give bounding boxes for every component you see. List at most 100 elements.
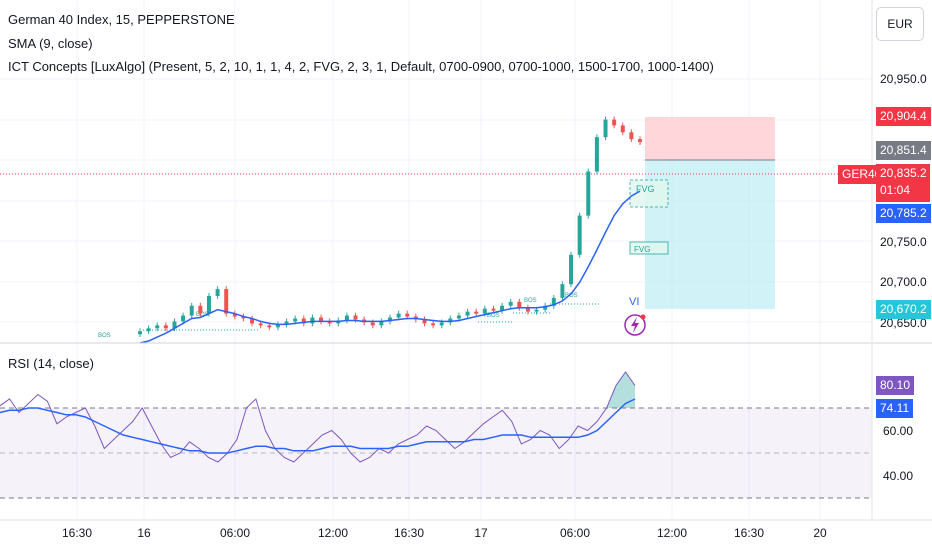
rsi-ma-value-tag: 74.11 bbox=[876, 399, 914, 418]
time-tick: 12:00 bbox=[657, 526, 687, 540]
main-grid bbox=[0, 0, 872, 520]
candle bbox=[594, 137, 599, 172]
candle bbox=[569, 254, 574, 285]
time-tick: 12:00 bbox=[318, 526, 348, 540]
rsi-overbought-fill bbox=[597, 372, 635, 408]
candle bbox=[198, 305, 203, 314]
candle bbox=[448, 318, 453, 323]
candle bbox=[250, 318, 255, 324]
candle bbox=[155, 325, 160, 329]
candle bbox=[612, 119, 617, 126]
bos-lines bbox=[143, 303, 600, 331]
candle bbox=[189, 305, 194, 316]
rsi-value-tag: 80.10 bbox=[876, 376, 915, 395]
candle bbox=[560, 284, 565, 298]
time-tick: 06:00 bbox=[220, 526, 250, 540]
candle bbox=[267, 325, 272, 328]
fvg-label: FVG bbox=[636, 184, 655, 194]
candle bbox=[543, 305, 548, 310]
symbol-tag: GER40 bbox=[838, 165, 886, 184]
time-tick: 16 bbox=[137, 526, 151, 540]
bos-label: BOS bbox=[524, 298, 537, 304]
time-tick: 17 bbox=[474, 526, 488, 540]
candle bbox=[319, 317, 324, 322]
price-tick: 20,750.0 bbox=[880, 235, 927, 249]
candle bbox=[379, 321, 384, 326]
candle bbox=[534, 309, 539, 312]
candle bbox=[232, 313, 237, 317]
candle bbox=[439, 322, 444, 326]
candles bbox=[138, 116, 642, 338]
candle bbox=[474, 311, 479, 314]
time-tick: 06:00 bbox=[560, 526, 590, 540]
candle bbox=[491, 308, 496, 311]
candle bbox=[370, 322, 375, 326]
candle bbox=[422, 319, 427, 324]
candle bbox=[206, 295, 211, 314]
time-tick: 16:30 bbox=[62, 526, 92, 540]
rsi-legend[interactable]: RSI (14, close) bbox=[8, 356, 94, 371]
symbol-title[interactable]: German 40 Index, 15, PEPPERSTONE bbox=[8, 12, 235, 27]
candle bbox=[603, 119, 608, 138]
candle bbox=[344, 315, 349, 321]
candle bbox=[388, 317, 392, 322]
rsi-ma-line bbox=[0, 398, 636, 454]
price-tick: 20,700.0 bbox=[880, 275, 927, 289]
candle bbox=[301, 318, 306, 324]
candle bbox=[551, 297, 556, 306]
candle bbox=[629, 132, 634, 140]
fvg-box-lower[interactable] bbox=[629, 241, 669, 255]
last-price-tag: 20,835.2 01:04 bbox=[876, 164, 930, 202]
candle bbox=[517, 301, 522, 308]
rsi-line bbox=[0, 371, 636, 463]
candle bbox=[508, 301, 513, 306]
price-tick: 20,650.0 bbox=[880, 316, 927, 330]
time-tick: 16:30 bbox=[734, 526, 764, 540]
candle bbox=[275, 324, 280, 328]
sma-line bbox=[139, 190, 641, 344]
last-price-value: 20,835.2 bbox=[880, 166, 927, 180]
candle bbox=[586, 171, 591, 216]
upper-zone-tag: 20,904.4 bbox=[876, 107, 931, 126]
entry-price-tag: 20,851.4 bbox=[876, 141, 931, 160]
candle bbox=[241, 316, 246, 319]
currency-selector[interactable]: EUR bbox=[876, 7, 924, 41]
time-axis[interactable]: 16:30 16 06:00 12:00 16:30 17 06:00 12:0… bbox=[62, 526, 827, 540]
bos-label: BOS bbox=[487, 313, 500, 319]
candle bbox=[620, 125, 625, 133]
candle bbox=[456, 315, 461, 319]
candle bbox=[638, 139, 642, 143]
candle bbox=[405, 313, 410, 317]
ict-legend[interactable]: ICT Concepts [LuxAlgo] (Present, 5, 2, 1… bbox=[8, 59, 714, 74]
bos-label: BOS bbox=[565, 293, 578, 299]
candle bbox=[431, 323, 436, 326]
bos-label: BOS bbox=[196, 312, 209, 318]
candle bbox=[146, 328, 151, 332]
candle bbox=[163, 325, 168, 329]
sma-value-tag: 20,785.2 bbox=[876, 204, 931, 223]
bar-countdown: 01:04 bbox=[880, 183, 911, 197]
candle bbox=[327, 321, 332, 324]
time-tick: 20 bbox=[813, 526, 827, 540]
lower-zone-tag: 20,670.2 bbox=[876, 300, 931, 319]
candle bbox=[172, 321, 177, 329]
bos-label: BOS bbox=[98, 333, 111, 339]
candle bbox=[577, 215, 582, 255]
candle bbox=[258, 323, 263, 326]
candle bbox=[224, 289, 229, 314]
candle bbox=[396, 313, 401, 318]
lightning-event-icon[interactable] bbox=[624, 314, 646, 336]
candle bbox=[284, 321, 289, 325]
candle bbox=[181, 315, 186, 322]
price-axis[interactable]: 20,950.0 20,750.0 20,700.0 20,650.0 60.0… bbox=[880, 72, 927, 483]
rsi-tick: 60.00 bbox=[883, 424, 913, 438]
fvg-label: FVG bbox=[634, 245, 650, 254]
candle bbox=[310, 317, 315, 324]
candle bbox=[500, 305, 505, 311]
vi-label: VI bbox=[629, 296, 639, 308]
sma-legend[interactable]: SMA (9, close) bbox=[8, 36, 93, 51]
candle bbox=[138, 331, 142, 335]
stop-loss-zone[interactable] bbox=[645, 117, 775, 160]
candle bbox=[353, 315, 358, 320]
